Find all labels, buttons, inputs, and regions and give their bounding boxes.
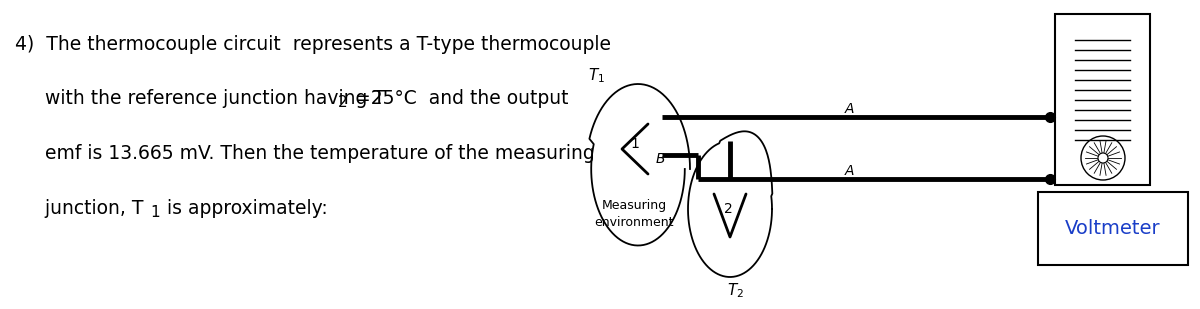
Text: 2: 2 [724,202,732,216]
Text: Measuring
environment: Measuring environment [594,199,673,229]
Circle shape [1098,153,1108,163]
Text: 1: 1 [150,205,160,220]
Text: 4)  The thermocouple circuit  represents a T-type thermocouple: 4) The thermocouple circuit represents a… [14,35,611,54]
Text: $A$: $A$ [845,102,856,116]
Text: Voltmeter: Voltmeter [1066,219,1160,238]
Text: $B$: $B$ [655,152,665,166]
Text: 1: 1 [630,137,640,151]
Text: $T_1$: $T_1$ [588,66,606,85]
Text: $T_2$: $T_2$ [726,281,744,300]
Text: emf is 13.665 mV. Then the temperature of the measuring: emf is 13.665 mV. Then the temperature o… [14,144,595,163]
Text: 2: 2 [338,95,348,110]
Text: is approximately:: is approximately: [161,199,328,218]
Text: with the reference junction having T: with the reference junction having T [14,89,385,108]
Text: =25°C  and the output: =25°C and the output [349,89,569,108]
Text: $A$: $A$ [845,164,856,178]
Text: junction, T: junction, T [14,199,144,218]
